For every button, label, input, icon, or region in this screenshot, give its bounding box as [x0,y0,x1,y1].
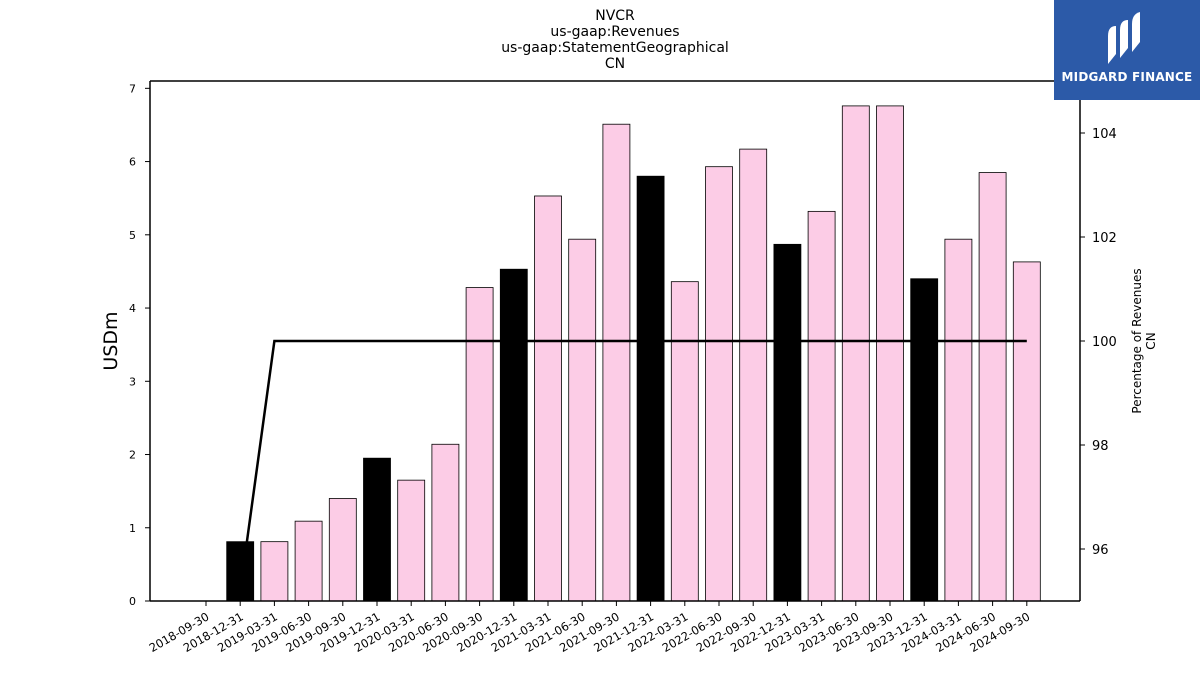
logo-mark-icon [1108,12,1140,64]
y2-axis-label-line-1: Percentage of Revenues [1130,268,1144,413]
y-tick-label-6: 6 [129,156,136,169]
bar-2023-12-31 [910,278,939,602]
y-axis-label: USDm [100,311,122,370]
percentage-line [238,339,1027,591]
bar-2019-12-31 [363,457,391,602]
bar-2024-03-31 [944,238,973,602]
bar-2019-06-30 [294,520,323,602]
bar-2020-09-30 [465,287,494,602]
bar-2019-03-31 [260,541,289,602]
y2-tick-label-96: 96 [1092,543,1109,558]
title-line-3: us-gaap:StatementGeographical [501,40,729,56]
y2-tick-label-98: 98 [1092,439,1109,454]
y2-tick-label-104: 104 [1092,127,1117,142]
y-tick-label-3: 3 [129,375,136,388]
y-tick-label-4: 4 [129,302,136,315]
bar-2021-09-30 [602,123,631,602]
bar-2020-03-31 [397,479,426,602]
title-line-4: CN [604,56,626,72]
bar-2018-12-31 [226,541,255,602]
bar-2022-06-30 [705,166,733,602]
title-line-1: NVCR [595,8,635,24]
bar-2019-09-30 [328,498,357,602]
y-tick-label-0: 0 [129,595,136,608]
y-tick-label-1: 1 [129,522,136,535]
bar-2021-06-30 [568,238,597,602]
bar-2020-06-30 [431,443,460,602]
bar-2021-03-31 [534,195,562,602]
bar-2023-06-30 [841,105,870,602]
title-line-2: us-gaap:Revenues [550,24,680,40]
logo-text: MIDGARD FINANCE [1061,70,1193,84]
y2-tick-label-102: 102 [1092,231,1117,246]
bar-2021-12-31 [636,175,665,602]
bar-2023-09-30 [876,105,904,602]
y-tick-label-5: 5 [129,229,136,242]
bar-2023-03-31 [807,210,836,602]
bar-2024-06-30 [978,172,1007,602]
bar-2024-09-30 [1012,261,1041,602]
y2-tick-label-100: 100 [1092,335,1117,350]
bar-2022-12-31 [773,243,802,602]
y-tick-label-2: 2 [129,449,136,462]
bar-2020-12-31 [499,268,528,602]
y-tick-label-7: 7 [129,82,136,95]
bar-2022-03-31 [670,281,699,602]
bar-2022-09-30 [739,148,768,602]
y2-axis-label-line-2: CN [1144,332,1158,349]
brand-logo: MIDGARD FINANCE [1054,0,1200,100]
